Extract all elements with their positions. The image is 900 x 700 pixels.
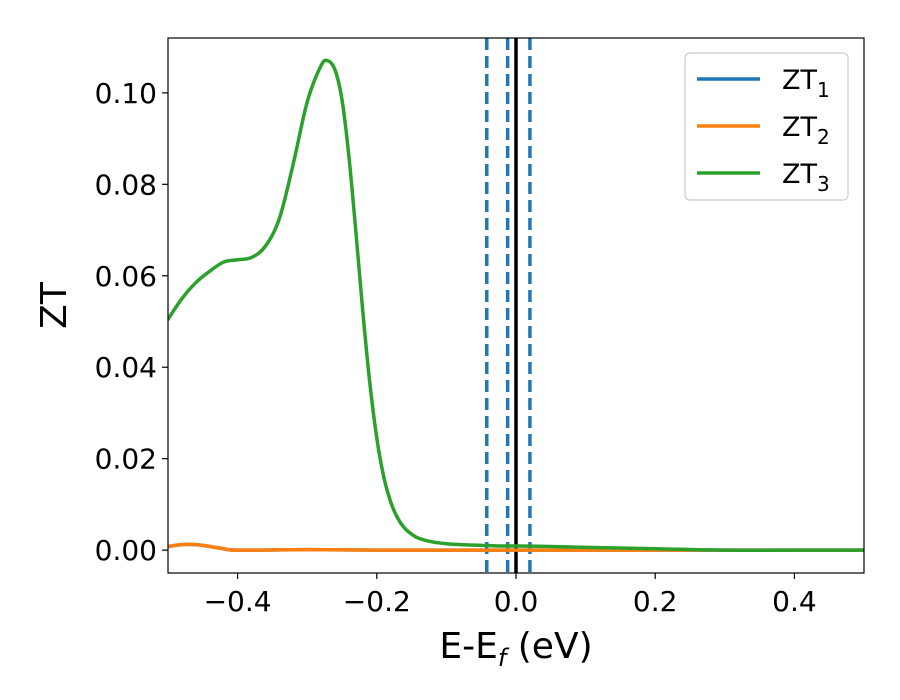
legend-label-main: ZT: [782, 65, 817, 96]
y-tick-label: 0.06: [95, 260, 157, 293]
legend-label-zt2: ZT2: [782, 112, 830, 149]
legend-label-main: ZT: [782, 159, 817, 190]
legend-label-sub: 2: [817, 125, 830, 149]
legend-label-main: ZT: [782, 112, 817, 143]
y-axis: 0.00 0.02 0.04 0.06 0.08 0.10: [95, 77, 168, 567]
y-tick-label: 0.10: [95, 77, 157, 110]
reference-lines: [485, 38, 532, 573]
x-axis: −0.4 −0.2 0.0 0.2 0.4: [204, 573, 817, 618]
legend-label-zt3: ZT3: [782, 159, 830, 196]
y-tick-label: 0.04: [95, 351, 157, 384]
x-axis-title-main: E-E: [439, 626, 497, 667]
y-tick-label: 0.02: [95, 443, 157, 476]
x-tick-label: −0.2: [343, 585, 411, 618]
x-tick-label: 0.2: [633, 585, 678, 618]
y-axis-title: ZT: [34, 281, 75, 329]
series-layer: [168, 58, 864, 552]
legend-label-zt1: ZT1: [782, 65, 830, 102]
legend-label-sub: 3: [817, 172, 830, 196]
x-axis-title: E-Ef (eV): [439, 626, 592, 672]
legend-box: [684, 52, 849, 201]
x-tick-label: 0.0: [494, 585, 539, 618]
x-tick-label: −0.4: [204, 585, 272, 618]
y-tick-label: 0.08: [95, 168, 157, 201]
x-axis-title-unit: (eV): [506, 626, 592, 667]
y-tick-label: 0.00: [95, 534, 157, 567]
legend-label-sub: 1: [817, 78, 830, 102]
series-line-zt2: [168, 542, 864, 552]
x-tick-label: 0.4: [772, 585, 817, 618]
series-line-zt3: [168, 58, 864, 552]
